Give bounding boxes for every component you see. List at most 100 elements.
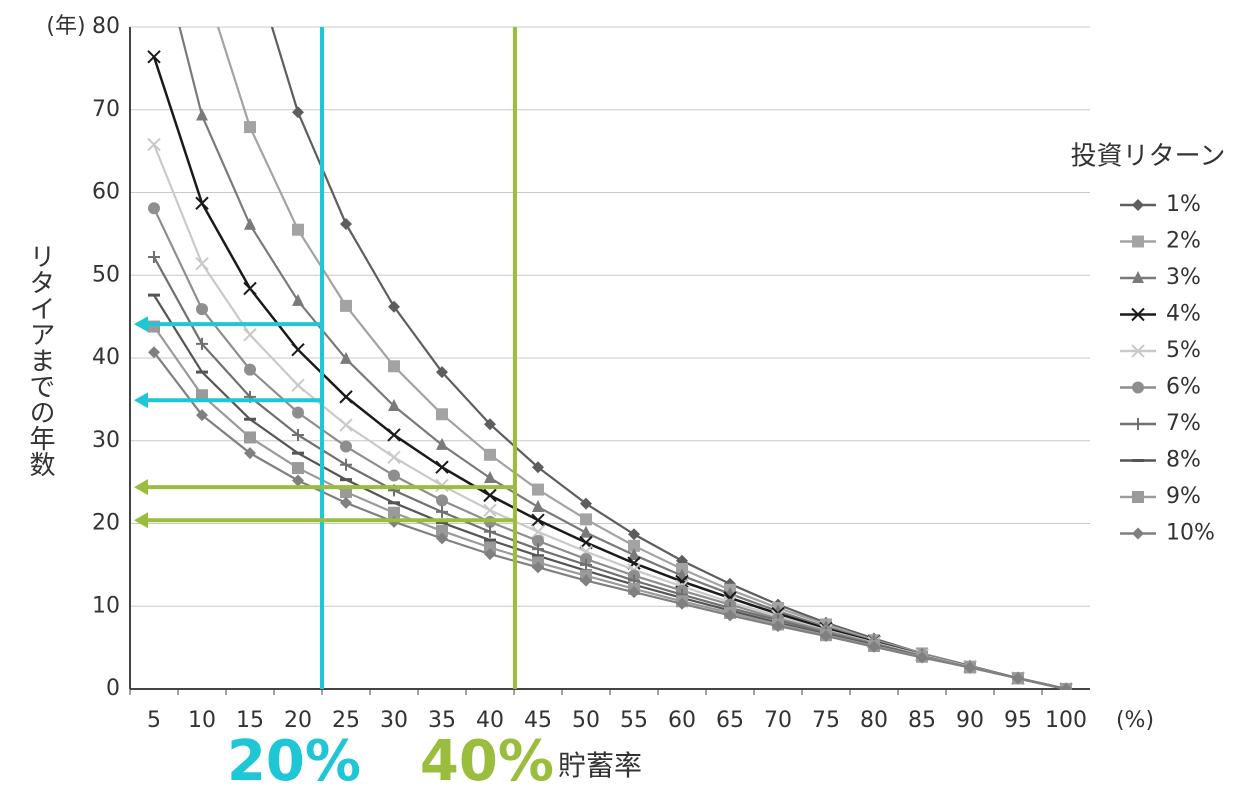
data-point [628, 586, 640, 599]
data-point [340, 299, 352, 312]
data-point [532, 534, 544, 547]
series-line [153, 351, 1067, 690]
data-point [291, 343, 305, 357]
x-tick-label: 50 [572, 708, 600, 733]
legend-label: 4% [1166, 302, 1201, 327]
data-point [435, 460, 449, 474]
data-point [916, 651, 928, 664]
data-point [244, 121, 256, 134]
data-point [388, 398, 400, 411]
y-unit: (年) [46, 14, 85, 39]
data-point [484, 448, 496, 461]
data-point [436, 366, 448, 379]
data-point [387, 450, 401, 465]
data-point [531, 513, 545, 527]
data-point [291, 378, 305, 393]
data-point [292, 223, 304, 236]
y-tick-label: 10 [92, 593, 120, 618]
data-point [532, 561, 544, 574]
data-point [195, 256, 209, 271]
y-tick-label: 30 [92, 428, 120, 453]
legend-label: 10% [1166, 521, 1215, 546]
data-point [387, 428, 401, 442]
data-point [292, 106, 304, 119]
data-point [628, 547, 640, 560]
legend-label: 3% [1166, 265, 1201, 290]
annotations: 20% 40% [134, 27, 554, 794]
data-point [244, 431, 256, 444]
legend-marker [1131, 307, 1145, 322]
data-point [676, 597, 688, 610]
y-axis-label: リタイアまでの年数 [25, 243, 55, 477]
x-tick-label: 85 [908, 708, 936, 733]
data-point [339, 418, 353, 432]
arrow-head [134, 479, 148, 496]
series-line [152, 144, 1067, 690]
x-tick-label: 60 [668, 708, 696, 733]
data-point [196, 409, 208, 422]
data-point [244, 217, 256, 230]
data-point [484, 525, 496, 538]
data-point [436, 532, 448, 545]
legend-title: 投資リターン [1071, 142, 1226, 172]
data-point [388, 506, 400, 519]
legend-label: 6% [1166, 375, 1201, 400]
data-point [388, 469, 400, 482]
data-point [532, 499, 544, 512]
data-point [292, 406, 304, 419]
x-tick-label: 80 [860, 708, 888, 733]
data-point [483, 503, 497, 517]
y-tick-label: 0 [106, 676, 120, 701]
data-point [532, 483, 544, 496]
data-point [483, 488, 497, 503]
x-tick-label: 55 [620, 708, 648, 733]
data-point [484, 548, 496, 561]
legend-marker [1132, 235, 1144, 248]
x-tick-label: 70 [764, 708, 792, 733]
legend-label: 9% [1166, 484, 1201, 509]
y-tick-label: 50 [92, 262, 120, 287]
data-point [244, 363, 256, 376]
data-point [244, 447, 256, 460]
annotation-label: 20% [227, 729, 361, 794]
data-point [580, 497, 592, 510]
x-tick-label: 25 [332, 708, 360, 733]
y-tick-label: 70 [92, 97, 120, 122]
data-point [195, 196, 209, 210]
data-point [340, 217, 352, 230]
annotation-label: 40% [420, 729, 554, 794]
plot-area [147, 27, 1073, 690]
data-point [436, 437, 448, 450]
data-point [388, 300, 400, 313]
legend-marker [1132, 491, 1144, 503]
x-tick-label: 40 [476, 708, 504, 733]
data-point [484, 470, 496, 483]
x-unit: (%) [1116, 708, 1154, 733]
data-point [196, 337, 208, 350]
data-point [484, 541, 496, 554]
x-tick-label: 35 [428, 708, 456, 733]
data-point [1012, 672, 1024, 685]
x-tick-label: 45 [524, 708, 552, 733]
x-axis-label: 貯蓄率 [558, 749, 642, 782]
data-point [340, 496, 352, 509]
x-tick-label: 100 [1045, 708, 1087, 733]
series-line [153, 256, 1067, 690]
y-tick-label: 20 [92, 511, 120, 536]
data-point [484, 418, 496, 431]
data-point [292, 293, 304, 306]
data-point [1060, 683, 1072, 690]
x-tick-label: 95 [1004, 708, 1032, 733]
legend: 1% 2% 3% 4% 5% 6% 7% 8% 9% 10% [1120, 192, 1215, 546]
legend-label: 7% [1166, 411, 1201, 436]
series-line [153, 294, 1067, 690]
x-tick-label: 90 [956, 708, 984, 733]
legend-label: 5% [1166, 338, 1201, 363]
data-point [772, 620, 784, 633]
data-point [147, 137, 161, 152]
legend-marker [1131, 344, 1145, 358]
legend-label: 8% [1166, 448, 1201, 473]
x-tick-label: 65 [716, 708, 744, 733]
data-point [196, 108, 208, 121]
y-tick-label: 40 [92, 345, 120, 370]
